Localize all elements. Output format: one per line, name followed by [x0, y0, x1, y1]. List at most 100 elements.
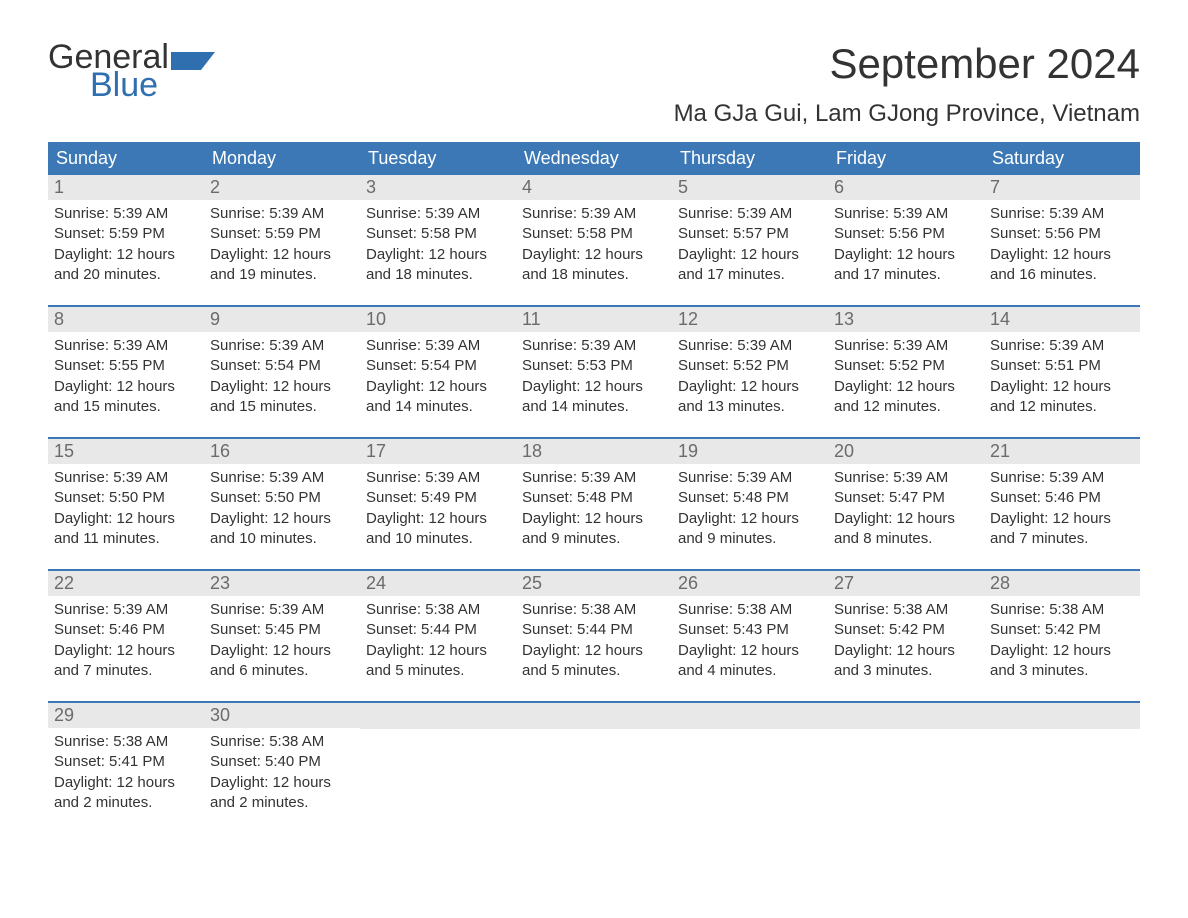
daylight-line-2: and 12 minutes.: [834, 397, 978, 417]
weekday-wednesday: Wednesday: [516, 142, 672, 175]
sunrise-line: Sunrise: 5:39 AM: [210, 336, 354, 356]
daylight-line-1: Daylight: 12 hours: [678, 641, 822, 661]
day-number-row: 29: [48, 703, 204, 728]
daylight-line-1: Daylight: 12 hours: [678, 509, 822, 529]
header: General Blue September 2024 Ma GJa Gui, …: [48, 40, 1140, 128]
day-number: 3: [366, 177, 376, 197]
sunrise-line: Sunrise: 5:39 AM: [522, 204, 666, 224]
calendar-day-cell: [984, 703, 1140, 833]
day-number-row: 2: [204, 175, 360, 200]
daylight-line-2: and 19 minutes.: [210, 265, 354, 285]
day-number: 9: [210, 309, 220, 329]
calendar-day-cell: [828, 703, 984, 833]
day-number: 26: [678, 573, 698, 593]
calendar-day-cell: 9Sunrise: 5:39 AMSunset: 5:54 PMDaylight…: [204, 307, 360, 437]
calendar-week: 29 Sunrise: 5:38 AMSunset: 5:41 PMDayligh…: [48, 701, 1140, 833]
sunset-line: Sunset: 5:58 PM: [522, 224, 666, 244]
day-number: 28: [990, 573, 1010, 593]
day-number-row: 16: [204, 439, 360, 464]
daylight-line-1: Daylight: 12 hours: [210, 245, 354, 265]
day-body: Sunrise: 5:39 AMSunset: 5:54 PMDaylight:…: [360, 332, 516, 417]
sunset-line: Sunset: 5:41 PM: [54, 752, 198, 772]
calendar-day-cell: 27Sunrise: 5:38 AMSunset: 5:42 PMDayligh…: [828, 571, 984, 701]
daylight-line-2: and 15 minutes.: [54, 397, 198, 417]
day-body: Sunrise: 5:39 AMSunset: 5:52 PMDaylight:…: [672, 332, 828, 417]
sunrise-line: Sunrise: 5:39 AM: [210, 204, 354, 224]
sunset-line: Sunset: 5:42 PM: [834, 620, 978, 640]
sunset-line: Sunset: 5:45 PM: [210, 620, 354, 640]
day-number-row: 11: [516, 307, 672, 332]
day-number: 29: [54, 705, 74, 725]
day-number: 12: [678, 309, 698, 329]
sunset-line: Sunset: 5:48 PM: [522, 488, 666, 508]
sunrise-line: Sunrise: 5:38 AM: [990, 600, 1134, 620]
day-number: 16: [210, 441, 230, 461]
sunrise-line: Sunrise: 5:39 AM: [990, 204, 1134, 224]
calendar-day-cell: [672, 703, 828, 833]
weekday-sunday: Sunday: [48, 142, 204, 175]
calendar-day-cell: 5Sunrise: 5:39 AMSunset: 5:57 PMDaylight…: [672, 175, 828, 305]
daylight-line-2: and 13 minutes.: [678, 397, 822, 417]
sunrise-line: Sunrise: 5:39 AM: [834, 336, 978, 356]
day-number-row: [984, 703, 1140, 729]
daylight-line-2: and 7 minutes.: [54, 661, 198, 681]
day-body: Sunrise: 5:39 AMSunset: 5:55 PMDaylight:…: [48, 332, 204, 417]
day-body: Sunrise: 5:39 AMSunset: 5:50 PMDaylight:…: [48, 464, 204, 549]
calendar-day-cell: 26 Sunrise: 5:38 AMSunset: 5:43 PMDayligh…: [672, 571, 828, 701]
title-block: September 2024 Ma GJa Gui, Lam GJong Pro…: [674, 40, 1140, 128]
sunset-line: Sunset: 5:59 PM: [54, 224, 198, 244]
sunrise-line: Sunrise: 5:39 AM: [990, 468, 1134, 488]
daylight-line-1: Daylight: 12 hours: [366, 377, 510, 397]
daylight-line-1: Daylight: 12 hours: [54, 377, 198, 397]
day-body: Sunrise: 5:39 AMSunset: 5:59 PMDaylight:…: [48, 200, 204, 285]
daylight-line-1: Daylight: 12 hours: [678, 245, 822, 265]
daylight-line-2: and 10 minutes.: [366, 529, 510, 549]
day-number-row: 12: [672, 307, 828, 332]
day-body: Sunrise: 5:38 AMSunset: 5:43 PMDaylight:…: [672, 596, 828, 681]
daylight-line-1: Daylight: 12 hours: [834, 245, 978, 265]
calendar-day-cell: 17Sunrise: 5:39 AMSunset: 5:49 PMDayligh…: [360, 439, 516, 569]
day-number: 1: [54, 177, 64, 197]
day-body: Sunrise: 5:39 AMSunset: 5:53 PMDaylight:…: [516, 332, 672, 417]
sunrise-line: Sunrise: 5:39 AM: [834, 204, 978, 224]
calendar-day-cell: 20Sunrise: 5:39 AMSunset: 5:47 PMDayligh…: [828, 439, 984, 569]
day-number-row: 24: [360, 571, 516, 596]
daylight-line-1: Daylight: 12 hours: [522, 377, 666, 397]
day-number-row: 23: [204, 571, 360, 596]
day-body: Sunrise: 5:39 AMSunset: 5:59 PMDaylight:…: [204, 200, 360, 285]
day-number: 6: [834, 177, 844, 197]
calendar-day-cell: [360, 703, 516, 833]
day-body: Sunrise: 5:38 AMSunset: 5:44 PMDaylight:…: [516, 596, 672, 681]
daylight-line-2: and 16 minutes.: [990, 265, 1134, 285]
sunset-line: Sunset: 5:46 PM: [54, 620, 198, 640]
day-number-row: [828, 703, 984, 729]
daylight-line-2: and 12 minutes.: [990, 397, 1134, 417]
day-body: Sunrise: 5:39 AMSunset: 5:50 PMDaylight:…: [204, 464, 360, 549]
day-number-row: 15: [48, 439, 204, 464]
day-number-row: [672, 703, 828, 729]
day-number-row: [360, 703, 516, 729]
daylight-line-1: Daylight: 12 hours: [366, 245, 510, 265]
day-body: Sunrise: 5:38 AMSunset: 5:41 PMDaylight:…: [48, 728, 204, 813]
sunset-line: Sunset: 5:54 PM: [366, 356, 510, 376]
calendar-day-cell: 16 Sunrise: 5:39 AMSunset: 5:50 PMDayligh…: [204, 439, 360, 569]
day-number: 8: [54, 309, 64, 329]
sunset-line: Sunset: 5:40 PM: [210, 752, 354, 772]
sunset-line: Sunset: 5:59 PM: [210, 224, 354, 244]
day-body: Sunrise: 5:39 AMSunset: 5:47 PMDaylight:…: [828, 464, 984, 549]
calendar-day-cell: 11Sunrise: 5:39 AMSunset: 5:53 PMDayligh…: [516, 307, 672, 437]
daylight-line-2: and 9 minutes.: [522, 529, 666, 549]
sunrise-line: Sunrise: 5:39 AM: [522, 468, 666, 488]
day-number: 7: [990, 177, 1000, 197]
day-body: Sunrise: 5:39 AMSunset: 5:46 PMDaylight:…: [984, 464, 1140, 549]
daylight-line-1: Daylight: 12 hours: [54, 641, 198, 661]
calendar-day-cell: 8 Sunrise: 5:39 AMSunset: 5:55 PMDaylight…: [48, 307, 204, 437]
day-number: 10: [366, 309, 386, 329]
day-body: Sunrise: 5:39 AMSunset: 5:56 PMDaylight:…: [984, 200, 1140, 285]
month-title: September 2024: [674, 40, 1140, 88]
calendar-day-cell: 18Sunrise: 5:39 AMSunset: 5:48 PMDayligh…: [516, 439, 672, 569]
day-number-row: 10: [360, 307, 516, 332]
daylight-line-2: and 20 minutes.: [54, 265, 198, 285]
day-number-row: 4: [516, 175, 672, 200]
day-number-row: 9: [204, 307, 360, 332]
